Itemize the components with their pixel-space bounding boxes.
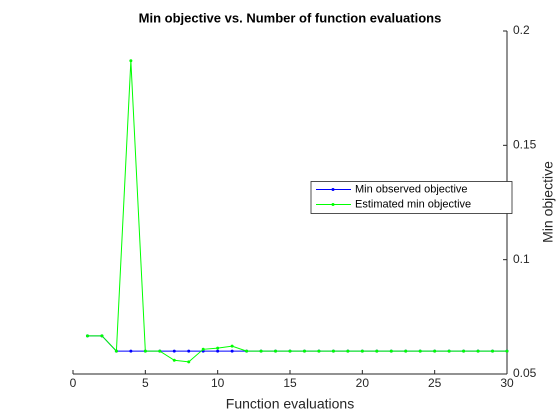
x-tick-label: 0	[70, 376, 77, 390]
legend-swatch-marker	[331, 188, 335, 191]
chart-title: Min objective vs. Number of function eva…	[139, 10, 442, 25]
y-tick-label: 0.2	[513, 23, 530, 37]
series-marker	[462, 349, 466, 353]
series-marker	[230, 344, 234, 348]
x-tick-label: 30	[500, 376, 514, 390]
series-marker	[172, 358, 176, 362]
x-axis-label: Function evaluations	[226, 396, 354, 412]
legend-label: Estimated min objective	[355, 198, 471, 210]
series-marker	[259, 349, 263, 353]
series-marker	[505, 349, 509, 353]
series-marker	[389, 349, 393, 353]
y-tick-label: 0.05	[513, 366, 537, 380]
series-marker	[404, 349, 408, 353]
series-marker	[418, 349, 422, 353]
series-marker	[476, 349, 480, 353]
series-marker	[346, 349, 350, 353]
series-marker	[216, 346, 220, 350]
x-tick-label: 15	[283, 376, 297, 390]
series-marker	[187, 360, 191, 364]
series-marker	[375, 349, 379, 353]
series-marker	[114, 349, 118, 353]
series-line	[87, 60, 507, 363]
series-marker	[100, 334, 104, 338]
y-tick-label: 0.15	[513, 138, 537, 152]
series-marker	[331, 349, 335, 353]
series-marker	[447, 349, 451, 353]
x-tick-label: 20	[356, 376, 370, 390]
series-marker	[143, 349, 147, 353]
series-marker	[158, 349, 162, 353]
legend-box	[310, 181, 513, 214]
legend-swatch-marker	[331, 203, 335, 206]
x-tick-label: 5	[142, 376, 149, 390]
series-marker	[245, 349, 249, 353]
x-tick-label: 25	[428, 376, 442, 390]
series-marker	[201, 347, 205, 351]
series-marker	[129, 349, 133, 353]
series-marker	[230, 349, 234, 353]
y-axis-label: Min objective	[540, 161, 556, 243]
series-marker	[491, 349, 495, 353]
series-marker	[433, 349, 437, 353]
legend-label: Min observed objective	[355, 183, 468, 195]
series-marker	[216, 349, 220, 353]
x-tick-label: 10	[211, 376, 225, 390]
series-marker	[85, 334, 89, 338]
series-marker	[129, 59, 133, 63]
series-marker	[360, 349, 364, 353]
series-marker	[317, 349, 321, 353]
series-marker	[302, 349, 306, 353]
series-marker	[172, 349, 176, 353]
series-marker	[187, 349, 191, 353]
y-tick-label: 0.1	[513, 252, 530, 266]
series-marker	[288, 349, 292, 353]
series-marker	[274, 349, 278, 353]
